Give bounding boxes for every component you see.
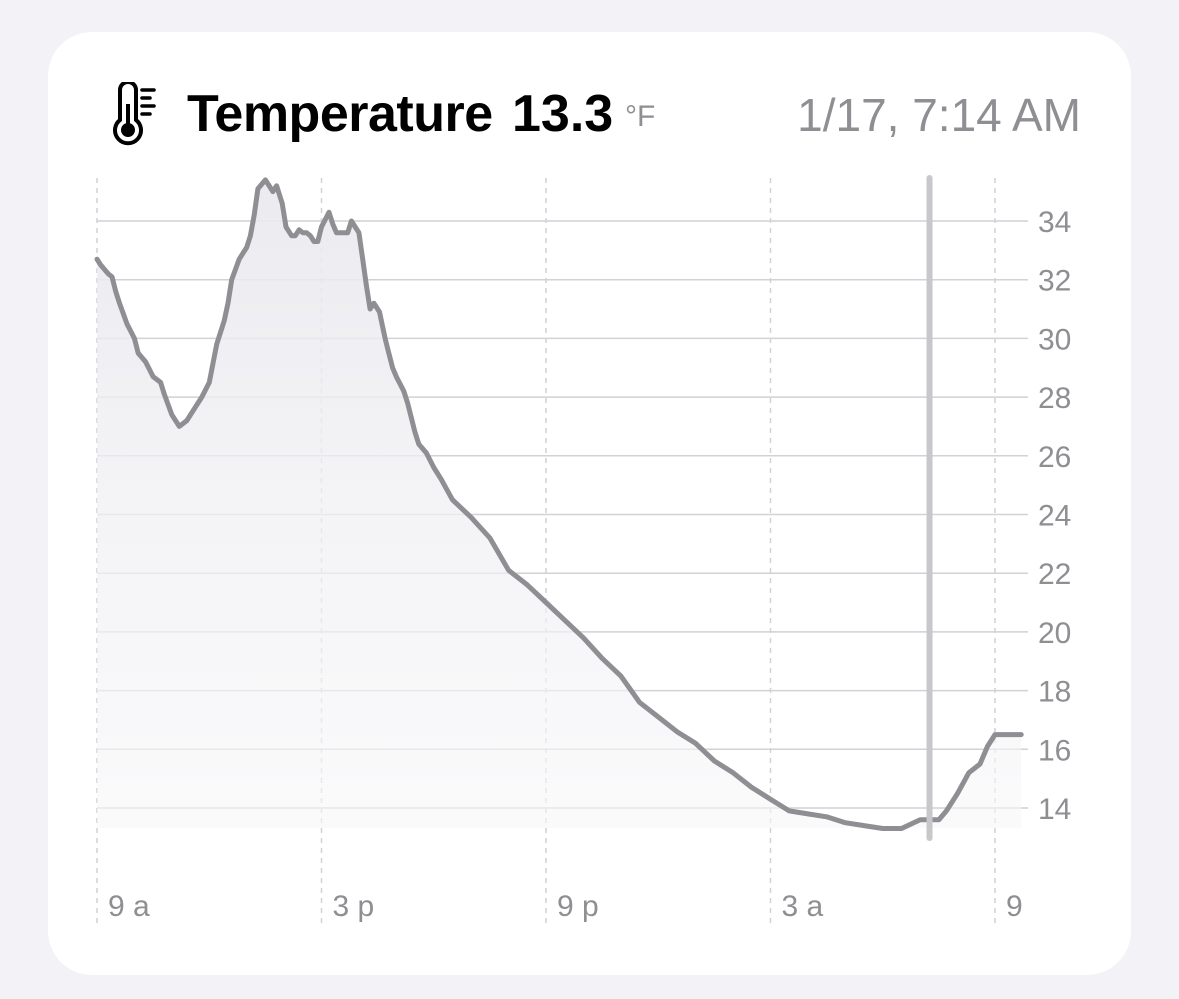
y-tick-label-26: 26	[1038, 441, 1071, 474]
y-tick-label-32: 32	[1038, 265, 1071, 298]
timestamp: 1/17, 7:14 AM	[797, 89, 1081, 141]
series-line-group	[94, 177, 1024, 831]
x-tick-label-4: 9	[1006, 890, 1023, 923]
unit-label: °F	[625, 100, 656, 133]
area-fill	[97, 179, 1022, 829]
y-tick-label-22: 22	[1038, 558, 1071, 591]
thermometer-icon	[113, 82, 156, 146]
y-tick-label-18: 18	[1038, 676, 1071, 709]
card-header: Temperature 13.3 °F 1/17, 7:14 AM	[48, 32, 1131, 182]
y-tick-label-30: 30	[1038, 323, 1071, 356]
x-tick-label-1: 3 p	[333, 890, 375, 923]
y-tick-label-16: 16	[1038, 734, 1071, 767]
y-tick-label-28: 28	[1038, 382, 1071, 415]
x-tick-label-3: 3 a	[782, 890, 824, 923]
x-tick-label-2: 9 p	[557, 890, 599, 923]
y-tick-label-14: 14	[1038, 793, 1071, 826]
current-value: 13.3	[512, 85, 614, 143]
card-title: Temperature	[187, 85, 493, 143]
y-tick-label-34: 34	[1038, 206, 1071, 239]
y-tick-label-24: 24	[1038, 500, 1071, 533]
area-fill-group	[97, 179, 1022, 829]
y-tick-label-20: 20	[1038, 617, 1071, 650]
temperature-series-line	[94, 177, 1024, 831]
y-axis-labels: 14 16 18 20 22 24 26 28 30 32 34	[1038, 206, 1071, 826]
x-axis-labels: 9 a 3 p 9 p 3 a 9	[108, 890, 1023, 923]
x-tick-label-0: 9 a	[108, 890, 150, 923]
